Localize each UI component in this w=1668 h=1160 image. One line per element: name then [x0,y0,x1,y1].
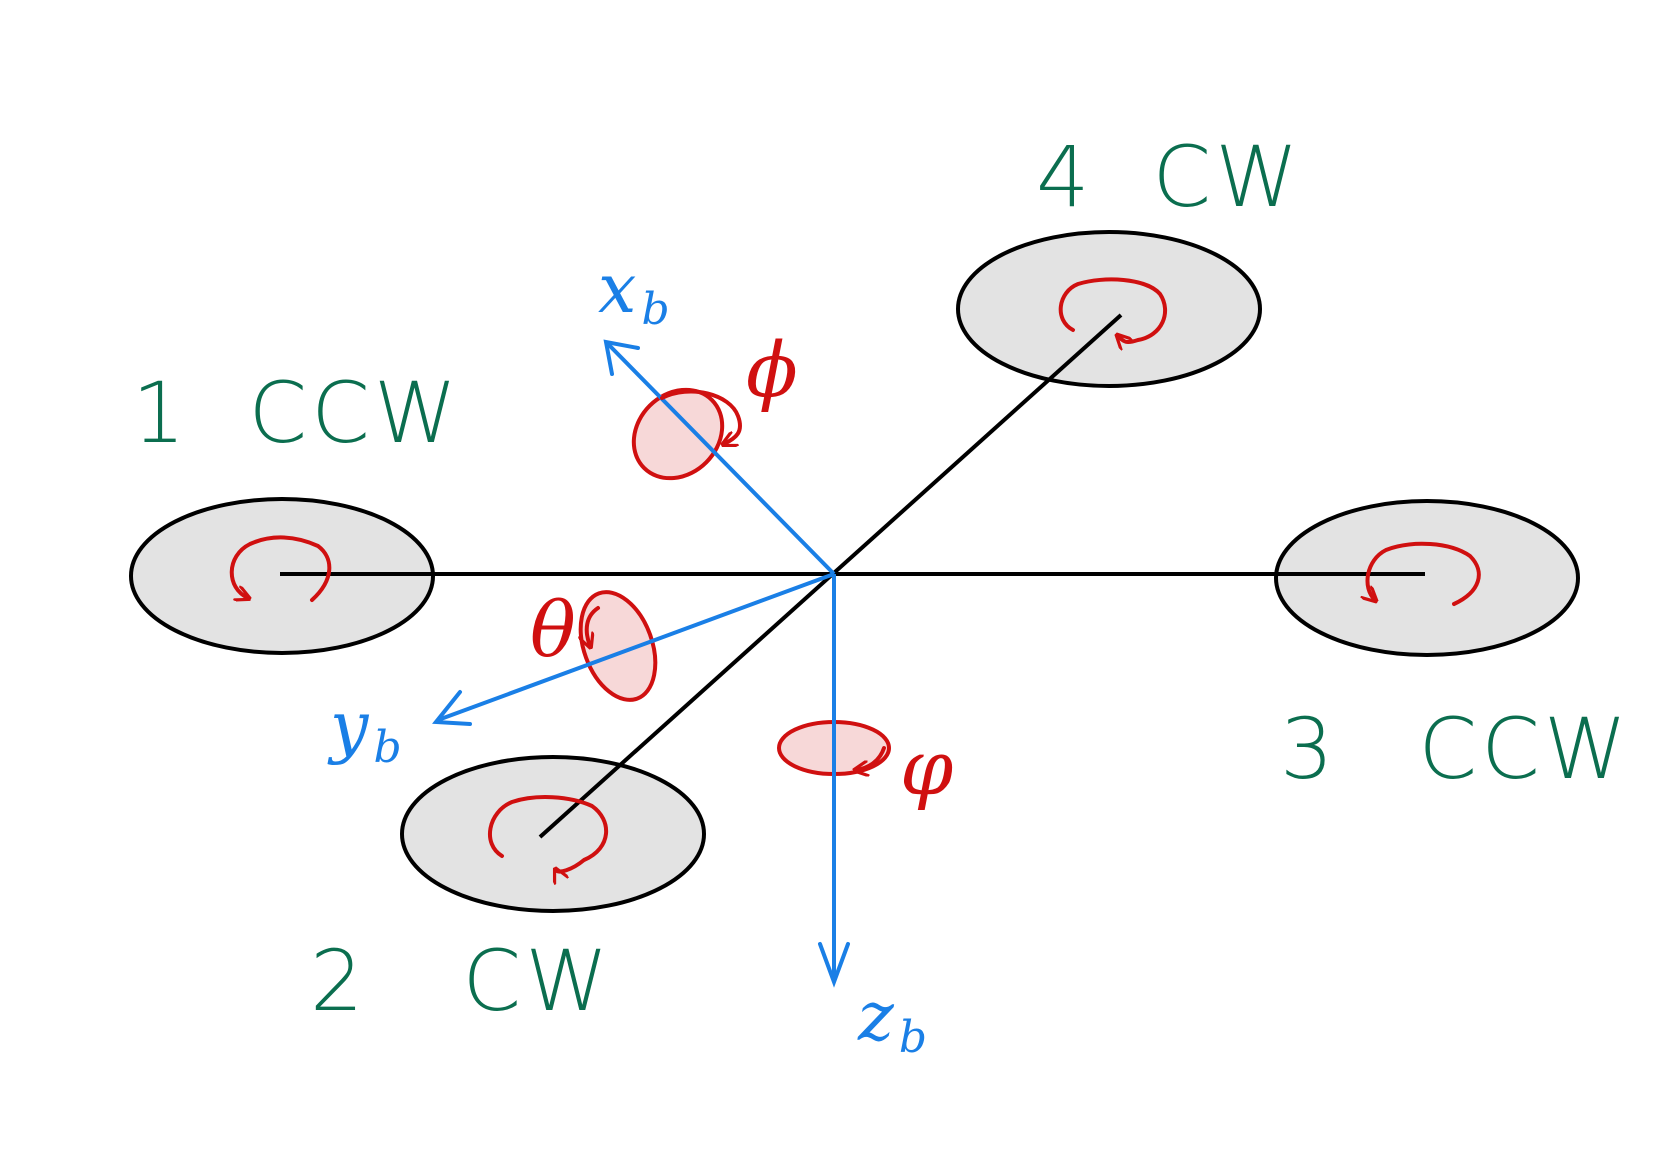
x-axis-subscript: b [641,284,669,335]
motor-3-number: 3 [1280,700,1337,798]
y-axis-label: y b [327,688,402,773]
roll-rotation-disc [631,387,725,481]
y-axis-subscript: b [374,722,402,773]
rotor-3-spin-icon [1367,541,1481,606]
motor-1-direction: CCW [249,364,461,462]
pitch-angle-label: θ [530,585,576,674]
rotor-4-spin-icon [1058,277,1167,342]
y-axis-line [437,572,835,722]
yaw-arrow-icon [856,746,886,770]
motor-2-direction: CW [463,932,613,1030]
rotor-2-disc [400,755,706,913]
z-axis-arrowhead [818,942,850,988]
motor-2-number: 2 [310,932,367,1030]
y-axis-arrowhead [432,690,472,726]
rotor-3-disc [1274,499,1580,657]
yaw-angle-label: φ [900,723,953,812]
motor-1-label: 1 CCW [132,364,461,462]
rotor-1-spin-icon [229,535,332,602]
motor-3-direction: CCW [1419,700,1631,798]
motor-4-number: 4 [1036,128,1093,226]
y-axis-name: y [327,688,370,767]
pitch-rotation-disc [578,590,658,702]
z-axis-subscript: b [899,1012,927,1063]
roll-arrow-icon [660,389,743,444]
z-axis-name: z [857,978,895,1057]
rotor-4-disc [956,230,1262,388]
motor-1-number: 1 [132,364,189,462]
x-axis-arrowhead [603,339,640,376]
motor-2-label: 2 CW [310,932,612,1030]
motor-4-direction: CW [1153,128,1303,226]
x-axis-name: x [598,250,636,329]
motor-3-label: 3 CCW [1280,700,1631,798]
rotor-2-spin-icon [487,795,608,871]
x-axis-line [606,342,836,576]
z-axis-label: z b [857,978,927,1063]
x-axis-label: x b [598,250,670,335]
roll-angle-label: ϕ [746,325,798,414]
motor-4-label: 4 CW [1036,128,1302,226]
pitch-arrow-icon [587,606,600,646]
